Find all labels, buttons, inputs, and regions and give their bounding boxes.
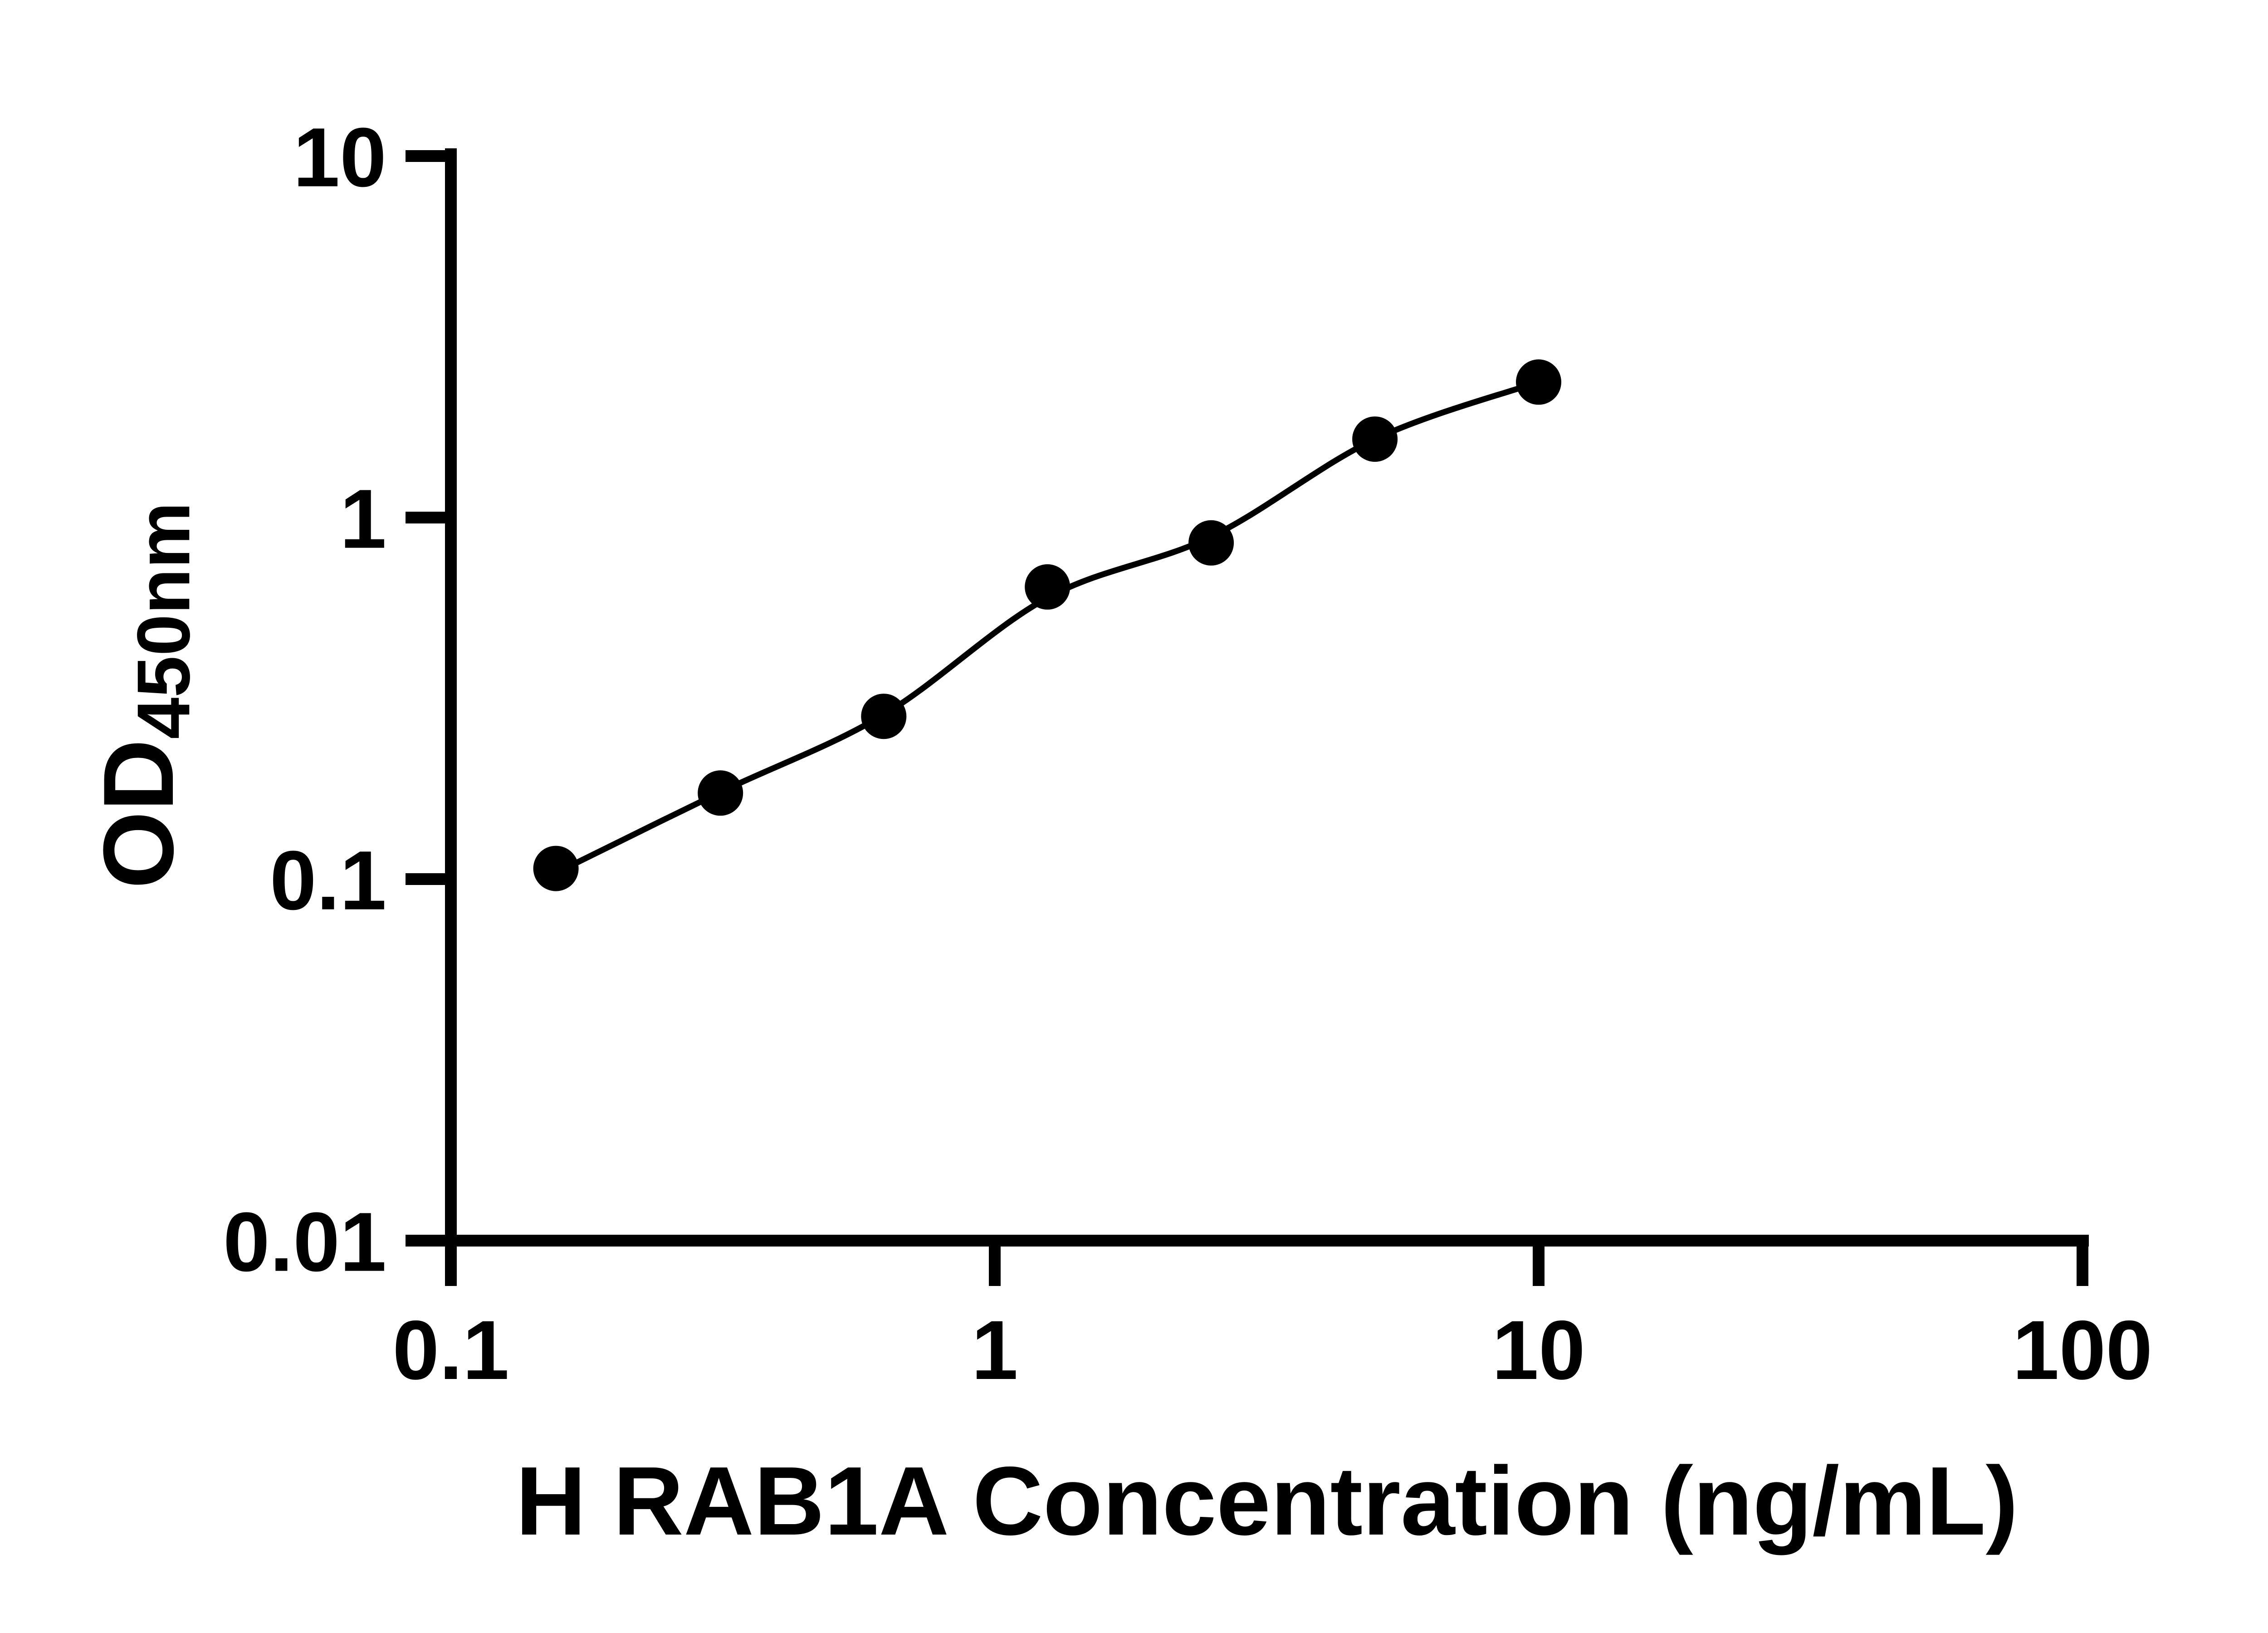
y-tick-label: 1 [340,473,386,566]
data-point-marker [861,694,907,739]
data-point-marker [1025,564,1070,610]
x-tick-label: 100 [2013,1304,2153,1397]
data-point-marker [1352,416,1398,462]
y-axis-title: OD450nm [75,446,205,945]
data-point-marker [698,770,743,816]
x-tick-label: 10 [1492,1304,1585,1397]
x-axis-title: H RAB1A Concentration (ng/mL) [515,1446,2019,1555]
data-point-marker [533,846,579,891]
y-axis-title-subscript: 450nm [122,502,205,739]
x-tick-label: 1 [972,1304,1018,1397]
y-tick-label: 0.1 [270,834,386,928]
y-tick-label: 0.01 [223,1196,386,1289]
data-point-marker [1516,359,1561,405]
y-axis-title-main: OD [83,739,194,889]
y-tick-label: 10 [293,111,386,205]
x-tick-label: 0.1 [392,1304,509,1397]
data-point-marker [1188,520,1234,566]
